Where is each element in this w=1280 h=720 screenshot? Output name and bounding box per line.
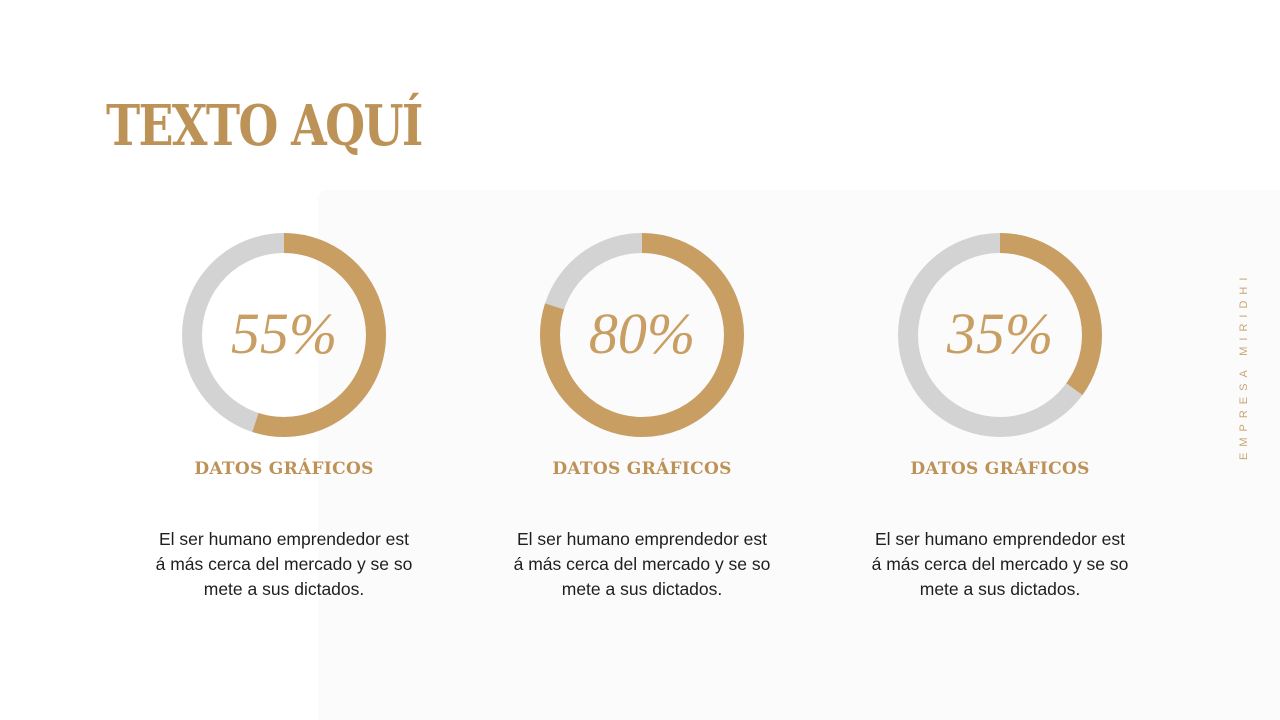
donut-chart: 80% bbox=[540, 233, 744, 437]
stat-column: 35% DATOS GRÁFICOS El ser humano emprend… bbox=[856, 233, 1144, 602]
stat-description: El ser humano emprendedor est á más cerc… bbox=[155, 529, 413, 599]
brand-side-label: EMPRESA MIRIDHI bbox=[1238, 271, 1250, 460]
stat-caption: DATOS GRÁFICOS bbox=[552, 459, 732, 479]
stat-description: El ser humano emprendedor est á más cerc… bbox=[513, 529, 771, 599]
donut-value-ring bbox=[182, 233, 386, 437]
donut-value-ring bbox=[540, 233, 744, 437]
stat-column: 55% DATOS GRÁFICOS El ser humano emprend… bbox=[140, 233, 428, 602]
donut-percent-label: 55% bbox=[230, 300, 338, 366]
donut-chart-svg bbox=[898, 233, 1102, 437]
content-panel bbox=[318, 190, 1280, 720]
page-title: TEXTO AQUÍ bbox=[106, 93, 423, 159]
donut-percent-label: 80% bbox=[588, 300, 696, 366]
donut-chart: 35% bbox=[898, 233, 1102, 437]
stat-caption: DATOS GRÁFICOS bbox=[194, 459, 374, 479]
donut-value-ring bbox=[898, 233, 1102, 437]
donut-chart-svg bbox=[540, 233, 744, 437]
stat-description: El ser humano emprendedor est á más cerc… bbox=[871, 529, 1129, 599]
donut-percent-label: 35% bbox=[946, 300, 1054, 366]
stats-row: 55% DATOS GRÁFICOS El ser humano emprend… bbox=[140, 233, 1144, 602]
stat-caption: DATOS GRÁFICOS bbox=[910, 459, 1090, 479]
stat-column: 80% DATOS GRÁFICOS El ser humano emprend… bbox=[498, 233, 786, 602]
donut-chart-svg bbox=[182, 233, 386, 437]
donut-chart: 55% bbox=[182, 233, 386, 437]
